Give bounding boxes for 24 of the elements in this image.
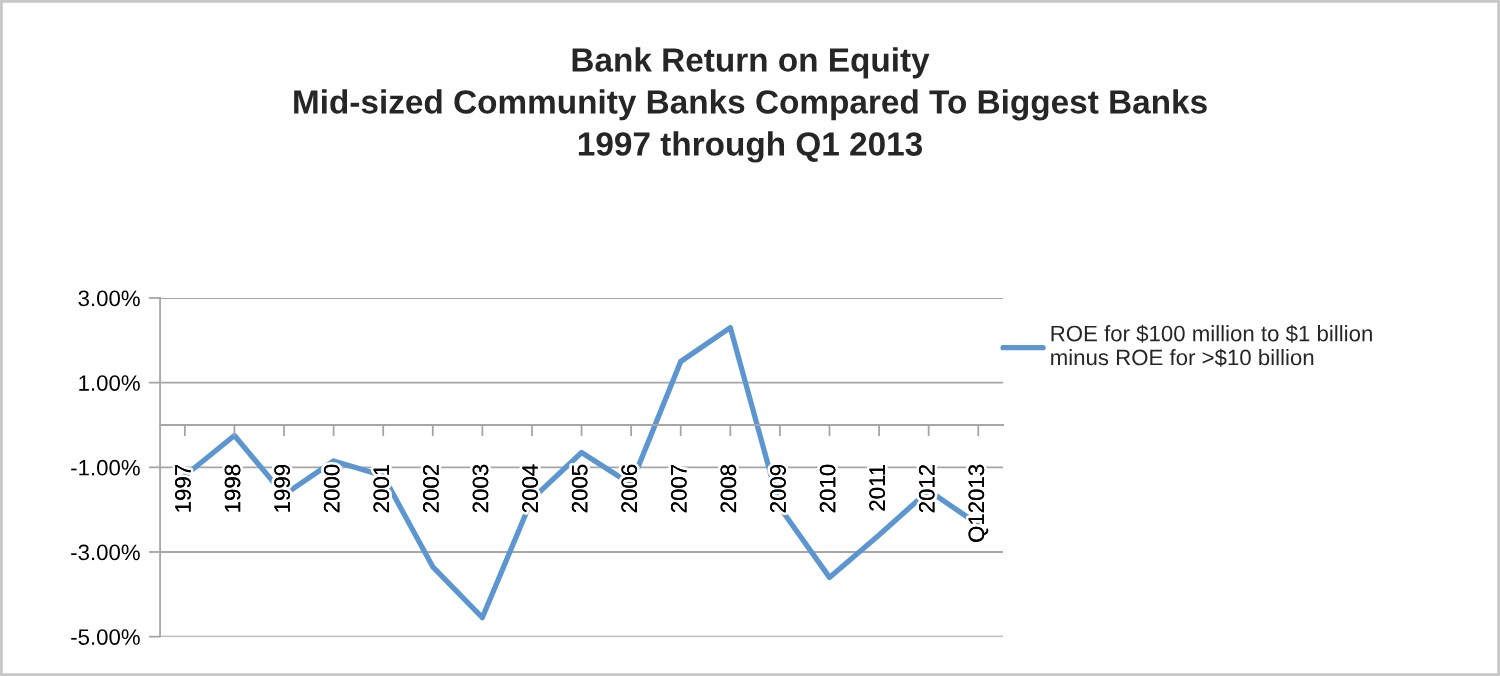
x-tick-label: 2006 xyxy=(621,464,638,513)
x-tick-label: 2011 xyxy=(869,464,886,511)
x-tick-label: 2003 xyxy=(472,464,489,513)
x-tick-label: 2010 xyxy=(819,464,836,513)
x-tick-label: 2005 xyxy=(571,464,588,513)
chart-title: Bank Return on Equity Mid-sized Community Banks Compared To Biggest Banks 1997 through Q1 2013 xyxy=(294,47,1207,163)
x-tick-label: 2008 xyxy=(720,464,737,513)
y-tick-label: -3.00% xyxy=(71,544,140,561)
x-tick-label: 2009 xyxy=(770,464,786,513)
y-tick-label: -1.00% xyxy=(71,459,140,476)
y-tick-label: 1.00% xyxy=(79,375,140,391)
x-tick-label: 1997 xyxy=(175,464,191,512)
x-tick-label: 1999 xyxy=(274,464,290,512)
x-tick-label: 2012 xyxy=(918,464,935,513)
x-tick-label: 2000 xyxy=(323,464,340,513)
x-tick-label: 2002 xyxy=(423,464,439,513)
x-tick-label: 2004 xyxy=(522,464,538,513)
y-tick-label: 3.00% xyxy=(78,290,140,307)
x-tick-label: 2001 xyxy=(373,464,390,513)
x-tick-label: 1998 xyxy=(224,464,241,512)
x-tick-label: 2007 xyxy=(670,464,687,513)
y-tick-label: -5.00% xyxy=(71,629,140,645)
x-tick-label: Q12013 xyxy=(968,464,989,542)
legend-label: ROE for $100 million to $1 billion minus ROE for >$10 billion xyxy=(1051,324,1372,367)
